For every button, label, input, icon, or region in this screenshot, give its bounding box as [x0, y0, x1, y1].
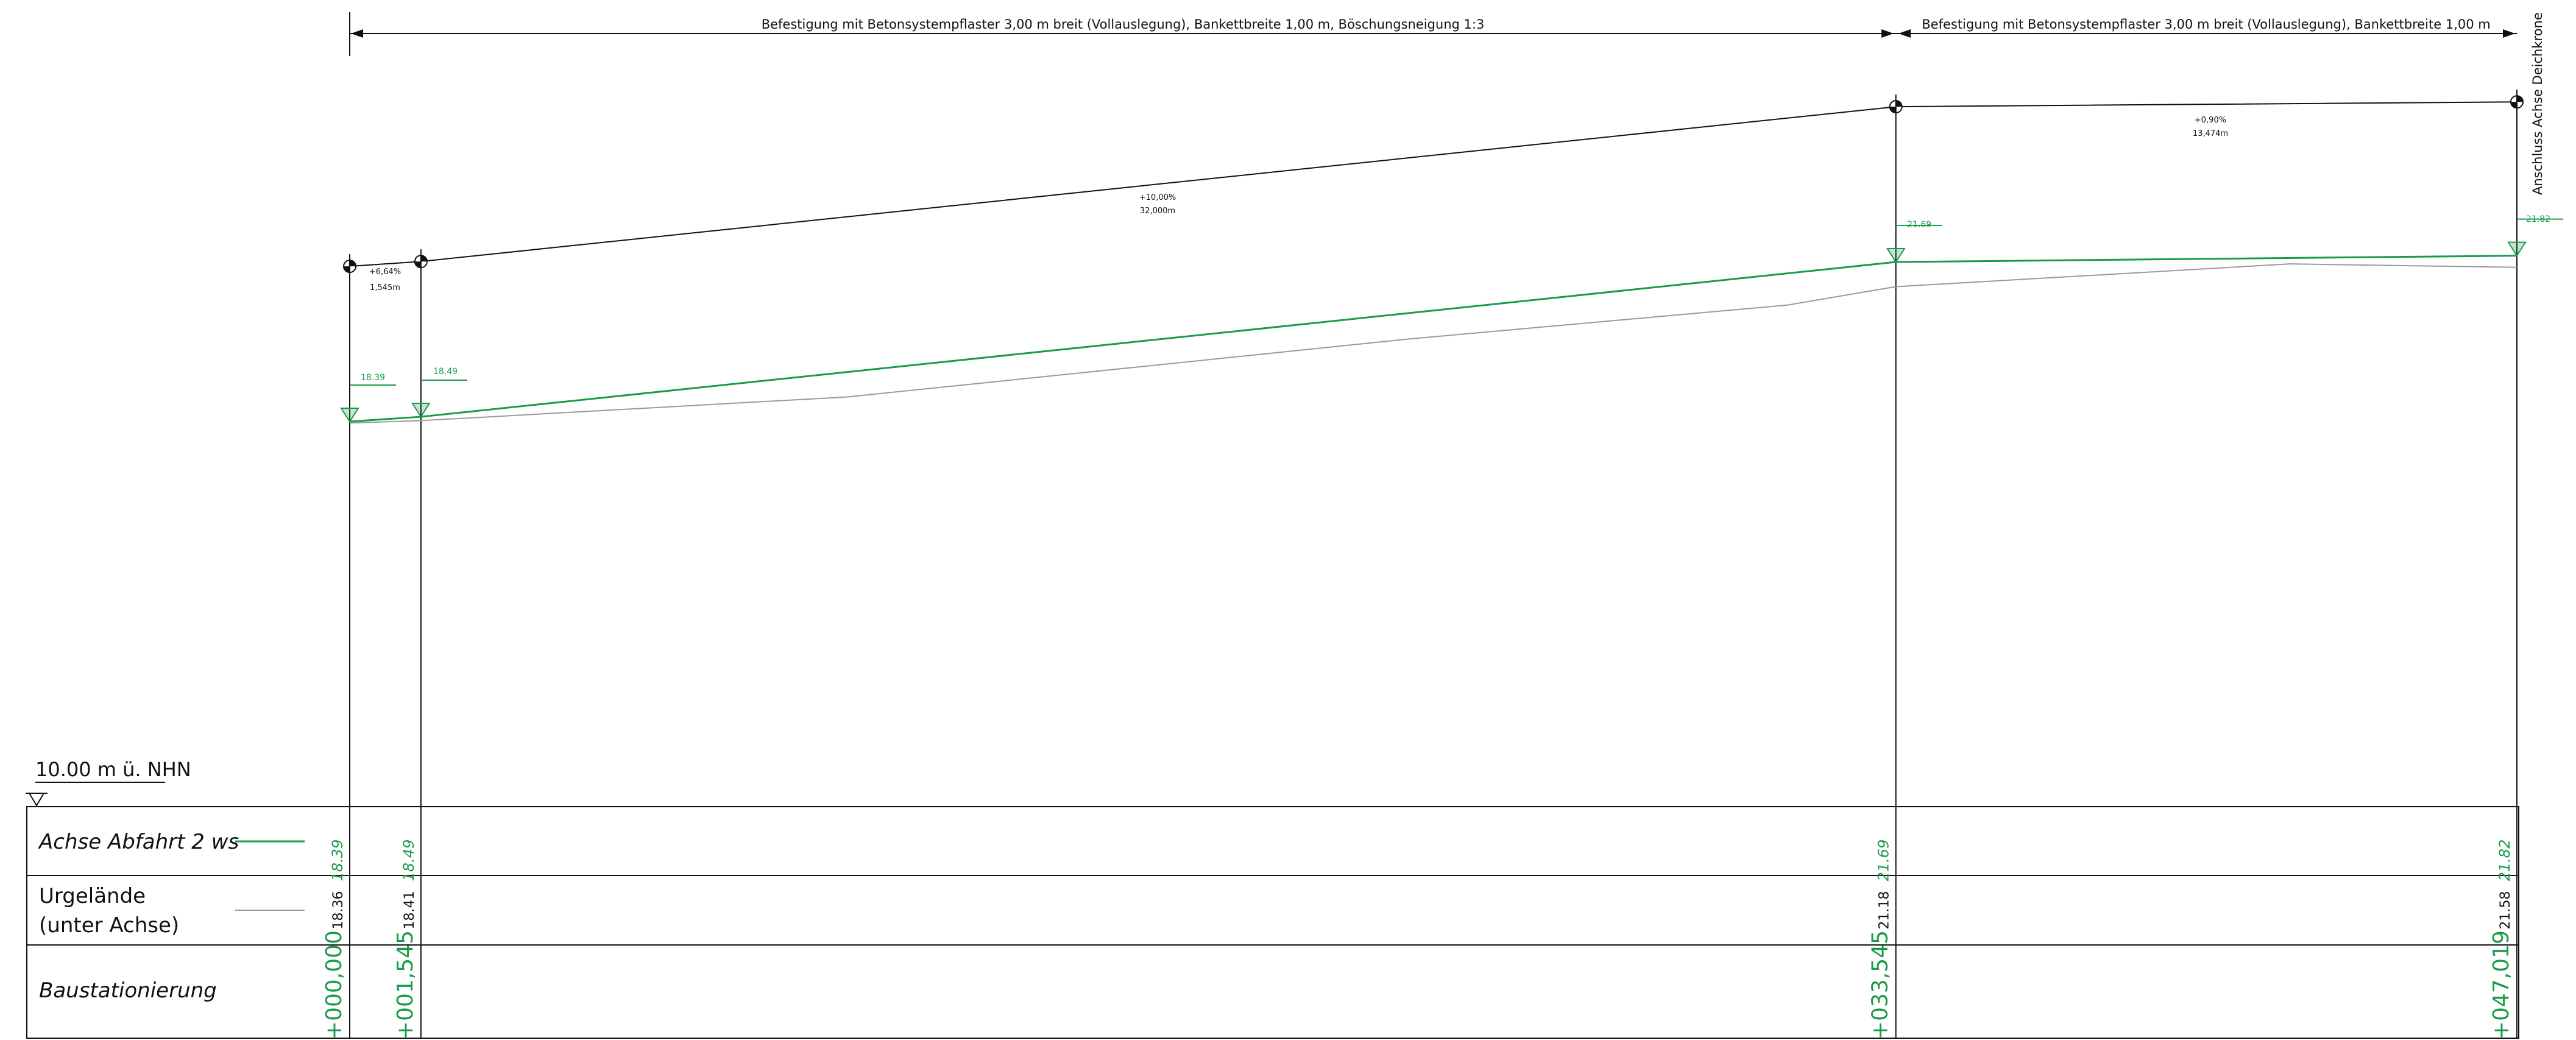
terrain-elevation-cell-2: 18.41 — [402, 891, 417, 930]
datum: 10.00 m ü. NHN — [26, 758, 191, 807]
station-cell-4: 0+047,019 — [2489, 930, 2514, 1040]
dimension-bands — [349, 12, 2517, 56]
datum-triangle-icon — [28, 793, 45, 807]
grade-break-fill-2 — [414, 261, 421, 268]
axis-polyline — [349, 255, 2518, 423]
elevation-marker-icon-2 — [411, 403, 431, 418]
grade-labels: +6,64% 1,545m +10,00% 32,000m +0,90% 13,… — [369, 116, 2228, 292]
end-note: Anschluss Achse Deichkrone — [2530, 12, 2545, 195]
datum-label: 10.00 m ü. NHN — [35, 758, 191, 781]
grade-break-fill-3 — [1889, 107, 1896, 113]
terrain-elevation-cell-1: 18.36 — [331, 891, 346, 930]
elevation-marker-icon-1 — [340, 408, 359, 423]
axis-elevation-cell-1: 18.39 — [329, 840, 346, 882]
arrow-head — [2503, 29, 2515, 38]
grade-2-length: 32,000m — [1140, 207, 1175, 216]
axis-profile-line — [349, 255, 2518, 423]
station-cell-3: 0+033,545 — [1868, 930, 1893, 1040]
arrow-head — [1881, 29, 1894, 38]
grade-1-length: 1,545m — [370, 283, 400, 292]
station-verticals — [349, 90, 2518, 1038]
grade-break-fill-4 — [2517, 96, 2523, 102]
row-label-axis: Achse Abfahrt 2 ws — [38, 830, 239, 854]
arrow-head — [351, 29, 363, 38]
grade-3-slope: +0,90% — [2195, 116, 2226, 125]
elevation-tags: 18.39 18.49 21.69 21.82 — [340, 214, 2563, 423]
grade-break-fill-1 — [350, 260, 356, 267]
arrow-head — [1898, 29, 1911, 38]
terrain-elevation-cell-3: 21.18 — [1877, 891, 1892, 930]
elevation-tag-2: 18.49 — [433, 367, 458, 377]
table-frame — [26, 806, 2519, 1039]
row-label-terrain-2: (unter Achse) — [39, 913, 179, 938]
grade-polyline — [349, 101, 2518, 267]
elevation-marker-icon-3 — [1886, 248, 1906, 263]
elevation-tag-1: 18.39 — [361, 373, 385, 383]
row-label-station: Baustationierung — [39, 978, 217, 1003]
axis-elevation-cell-3: 21.69 — [1875, 840, 1892, 882]
terrain-line — [349, 263, 2518, 424]
dimension-band-label-2: Befestigung mit Betonsystempflaster 3,00… — [1922, 17, 2491, 32]
grade-break-fill-4 — [2511, 102, 2517, 108]
terrain-elevation-cell-4: 21.58 — [2498, 891, 2513, 930]
grade-1-slope: +6,64% — [369, 267, 401, 277]
grade-2-slope: +10,00% — [1139, 193, 1176, 202]
dimension-band-label-1: Befestigung mit Betonsystempflaster 3,00… — [762, 17, 1485, 32]
station-table — [26, 806, 2519, 1039]
grade-3-length: 13,474m — [2193, 129, 2228, 138]
elevation-marker-icon-4 — [2507, 241, 2527, 257]
station-cell-2: 0+001,545 — [393, 930, 418, 1040]
grade-break-fill-3 — [1895, 101, 1902, 107]
grade-break-fill-2 — [420, 255, 427, 262]
axis-elevation-cell-2: 18.49 — [400, 840, 417, 882]
station-cell-1: 0+000,000 — [322, 930, 347, 1040]
axis-elevation-cell-4: 21.82 — [2496, 840, 2513, 882]
grade-break-fill-1 — [344, 266, 350, 273]
terrain-polyline — [349, 263, 2518, 424]
table-cell-values: 18.39 18.360+000,000 18.49 18.410+001,545 21… — [322, 840, 2514, 1040]
row-label-terrain-1: Urgelände — [39, 884, 146, 908]
